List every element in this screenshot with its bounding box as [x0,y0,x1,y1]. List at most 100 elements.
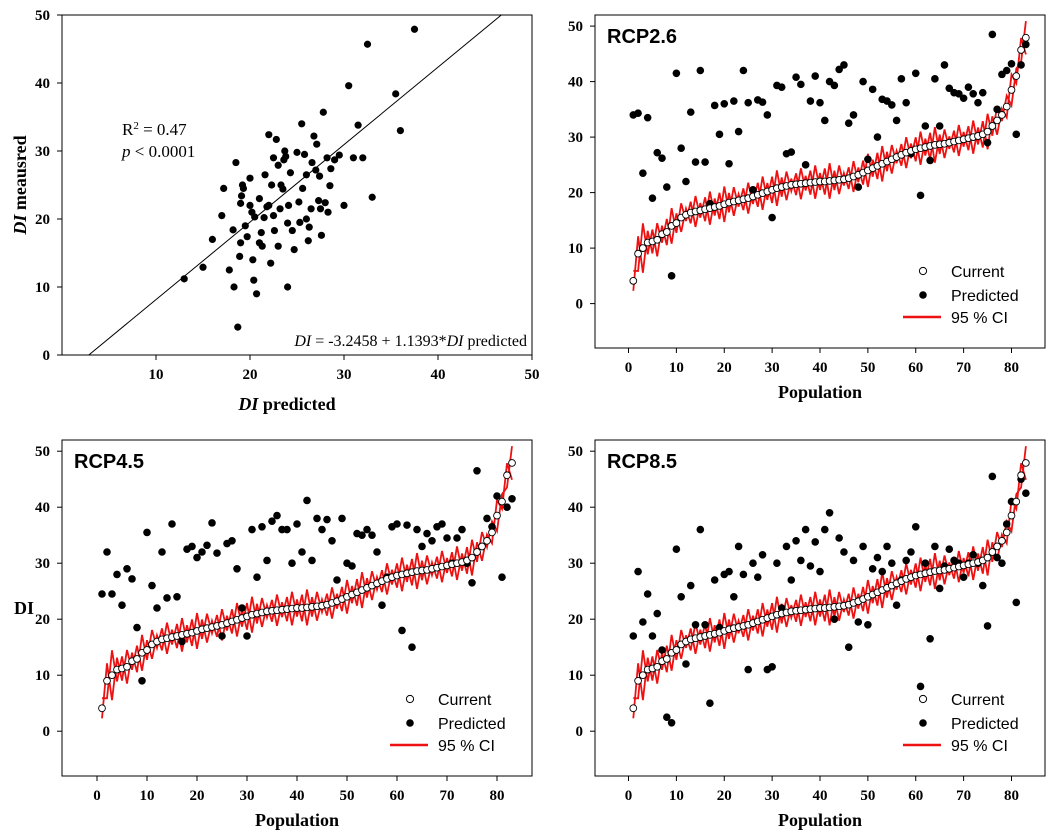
rcp45-predicted-point [393,520,401,528]
scatter-point [312,166,320,174]
rcp85-predicted-point [792,537,800,545]
rcp85-predicted-point [911,523,920,531]
rcp45-predicted-point [413,525,421,534]
scatter-point [284,201,293,209]
rcp45-predicted-point [468,579,476,587]
scatter-point [249,256,257,264]
rcp85-predicted-point [816,567,824,576]
scatter-point [282,152,290,161]
rcp45-ytick-label: 30 [35,556,50,572]
rcp45-predicted-point [363,525,371,534]
scatter-ytick-label: 30 [35,144,50,160]
scatter-xtick-label: 50 [525,367,540,383]
rcp26-predicted-point [744,98,752,107]
rcp85-predicted-point [883,542,891,551]
rcp85-predicted-point [658,646,666,654]
rcp26-predicted-point [844,119,853,128]
rcp45-predicted-point [128,575,136,583]
rcp26-legend-ci-label: 95 % CI [951,310,1008,327]
rcp45-current-point [478,542,486,551]
rcp26-predicted-point [643,113,652,122]
rcp26-predicted-point [768,213,776,222]
rcp45-predicted-point [483,514,491,523]
scatter-point [323,154,331,162]
rcp85-predicted-point [677,593,685,601]
rcp85-predicted-point [878,567,887,576]
rcp45-ytick-label: 10 [35,668,50,684]
scatter-point [368,193,376,201]
scatter-point [290,246,298,254]
rcp45-predicted-point [273,511,281,520]
scatter-point [321,199,329,207]
rcp26-current-point [1012,72,1021,80]
rcp85-predicted-point [921,559,930,567]
y-label-italic: DI [10,214,30,236]
rcp26-predicted-point [931,75,939,83]
rcp85-predicted-point [993,553,1001,562]
scatter-point [319,108,327,116]
rcp26-predicted-point [715,130,724,139]
rcp26-predicted-point [634,109,642,118]
rcp85-legend-ci-label: 95 % CI [951,738,1008,755]
rcp45-current-point [508,459,516,467]
rcp85-xtick-label: 60 [908,788,923,804]
rcp85-legend-current-marker [918,694,928,704]
rcp26-xtick-label: 20 [717,360,732,376]
rcp45-predicted-point [298,548,306,556]
rcp26-predicted-point [720,100,729,108]
rcp45-plot-area [98,446,516,719]
rcp45-predicted-point [348,562,356,570]
rcp45-predicted-point [108,590,116,598]
rcp45-predicted-point [378,601,386,609]
rcp26-predicted-point [730,97,738,105]
rcp85-ci-lower-line [632,462,1027,719]
rcp26-predicted-point [935,122,944,130]
rcp26-legend-current-marker [918,266,928,276]
rcp45-predicted-point [313,514,321,523]
rcp26-title: RCP2.6 [607,26,677,48]
rcp26-predicted-point [739,66,748,75]
scatter-point [284,219,292,227]
scatter-point [359,154,367,162]
rcp26-predicted-point [806,97,815,105]
rcp45-predicted-point [143,528,151,537]
rcp45-predicted-point [233,565,241,573]
rcp26-predicted-point [639,169,647,177]
rcp45-predicted-point [173,593,181,601]
rcp26-predicted-point [964,83,973,91]
rcp45-ytick-label: 50 [35,444,50,460]
r-squared-label: R2 = 0.47 [122,120,187,139]
scatter-point [305,223,313,231]
rcp85-ytick-label: 0 [576,724,584,740]
rcp45-predicted-point [148,581,156,590]
rcp26-predicted-point [902,98,910,107]
rcp85-legend-current-label: Current [951,692,1005,709]
rcp26-predicted-point [686,108,695,116]
rcp26-predicted-point [667,272,676,280]
rcp26-xtick-label: 80 [1004,360,1019,376]
p-value-text: < 0.0001 [131,142,196,161]
rcp26-predicted-point [691,158,700,166]
rcp85-predicted-point [730,593,738,601]
rcp85-predicted-point [840,548,848,556]
rcp26-current-point [1002,102,1011,111]
rcp26-predicted-point [864,155,872,164]
rcp85-predicted-point [1012,598,1021,607]
scatter-point [396,127,404,135]
p-value-label: p < 0.0001 [121,142,195,161]
scatter-point [324,208,332,216]
rcp45-predicted-point [213,549,221,557]
scatter-point [265,131,273,139]
scatter-point [293,148,301,156]
rcp45-xtick-label: 60 [390,788,405,804]
rcp45-legend-current-marker [405,694,415,704]
scatter-ytick-label: 20 [35,212,50,228]
scatter-point [220,184,228,192]
rcp26-predicted-point [801,161,810,169]
rcp85-xtick-label: 20 [717,788,732,804]
scatter-point [281,147,289,155]
scatter-point [335,151,343,159]
rcp85-predicted-point [629,632,638,640]
rcp26-current-point [998,111,1006,119]
rcp85-predicted-point [811,538,820,546]
